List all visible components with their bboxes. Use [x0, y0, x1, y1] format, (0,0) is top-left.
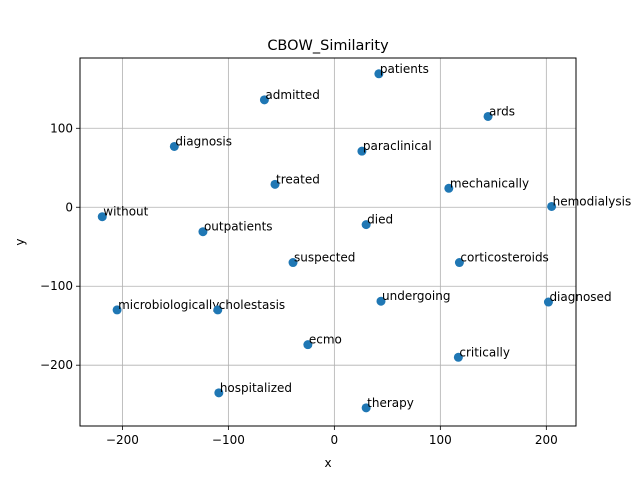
data-point	[97, 212, 107, 222]
data-point	[454, 258, 464, 268]
point-label: cholestasis	[219, 298, 285, 312]
data-point	[213, 305, 223, 315]
point-label: microbiologically	[118, 298, 219, 312]
data-point	[112, 305, 122, 315]
x-tick-label: 200	[535, 433, 558, 447]
point-label: therapy	[367, 396, 414, 410]
data-point	[444, 183, 454, 193]
x-tick-label: 100	[429, 433, 452, 447]
data-point	[483, 111, 493, 121]
data-point	[169, 141, 179, 151]
y-axis-ticks: −200 −100 0 100	[40, 121, 80, 372]
data-point	[303, 340, 313, 350]
x-axis-label: x	[324, 456, 331, 470]
point-label: critically	[459, 345, 510, 359]
point-label: undergoing	[382, 289, 450, 303]
point-label: outpatients	[204, 220, 273, 234]
x-tick-label: −200	[106, 433, 139, 447]
x-tick-label: −100	[212, 433, 245, 447]
point-label: hemodialysis	[553, 194, 632, 208]
data-point	[547, 201, 557, 211]
data-point	[270, 179, 280, 189]
x-axis-ticks: −200 −100 0 100 200	[106, 426, 558, 447]
data-point	[361, 403, 371, 413]
point-label: without	[103, 205, 148, 219]
x-tick-label: 0	[331, 433, 339, 447]
point-label: suspected	[294, 251, 355, 265]
point-label: paraclinical	[363, 139, 432, 153]
plot-frame	[79, 57, 577, 427]
grid-lines	[80, 58, 576, 426]
data-point	[198, 227, 208, 237]
point-label: ecmo	[309, 333, 342, 347]
point-label: diagnosis	[175, 134, 232, 148]
data-point	[259, 95, 269, 105]
point-label: treated	[276, 172, 320, 186]
point-label: corticosteroids	[460, 251, 548, 265]
point-label: mechanically	[450, 176, 529, 190]
point-label: ards	[489, 104, 515, 118]
y-tick-label: −100	[40, 279, 73, 293]
point-label: hospitalized	[220, 381, 292, 395]
y-tick-label: 100	[50, 121, 73, 135]
data-point	[376, 296, 386, 306]
point-label: diagnosed	[549, 290, 611, 304]
data-point	[214, 388, 224, 398]
point-label: died	[367, 213, 393, 227]
data-point	[357, 146, 367, 156]
point-label: admitted	[265, 88, 319, 102]
data-point	[543, 297, 553, 307]
y-tick-label: −200	[40, 358, 73, 372]
y-tick-label: 0	[65, 200, 73, 214]
point-label: patients	[380, 62, 429, 76]
data-point	[453, 352, 463, 362]
data-point	[288, 258, 298, 268]
data-point	[374, 69, 384, 79]
data-points: patients admitted ards diagnosis paraclinica…	[97, 62, 632, 413]
chart-title: CBOW_Similarity	[267, 38, 389, 54]
y-axis-label: y	[13, 238, 27, 245]
data-point	[361, 220, 371, 230]
